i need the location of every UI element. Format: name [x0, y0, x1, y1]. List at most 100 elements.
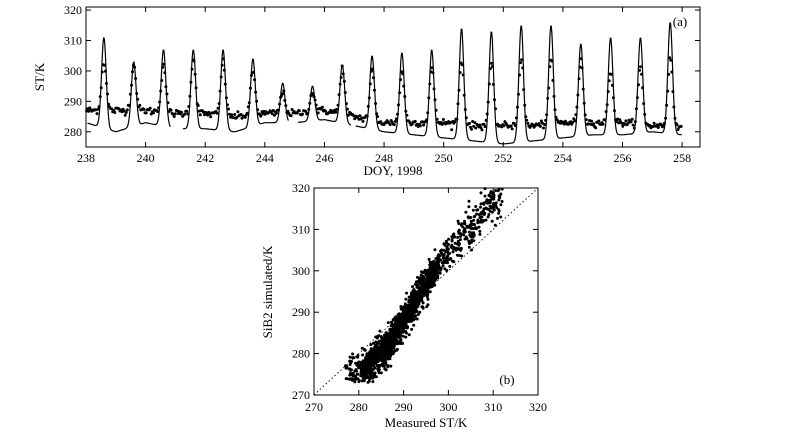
panel-b-y-tick-label: 310: [292, 222, 310, 236]
panel-a-measured-point: [524, 115, 528, 119]
panel-a-measured-point: [221, 57, 225, 61]
panel-a-simulated-line: [87, 22, 682, 145]
panel-a-measured-point: [224, 96, 228, 100]
panel-b-point: [467, 230, 471, 234]
panel-b-point: [345, 366, 349, 370]
panel-a-measured-point: [343, 91, 347, 94]
panel-a-measured-point: [192, 59, 196, 63]
panel-a-measured-point: [652, 121, 656, 125]
panel-a-measured-point: [672, 105, 676, 109]
panel-b-point: [348, 373, 352, 377]
panel-b-point: [480, 220, 484, 224]
panel-b-point: [484, 218, 488, 222]
panel-a-measured-point: [252, 70, 255, 74]
panel-b-point: [372, 374, 376, 378]
panel-a-measured-point: [461, 73, 465, 77]
panel-a-measured-point: [98, 95, 102, 99]
panel-b-point: [412, 323, 416, 327]
panel-b-x-tick-label: 290: [395, 400, 413, 414]
panel-b-point: [418, 280, 422, 284]
panel-a-measured-point: [435, 117, 439, 121]
panel-a-measured-point: [663, 121, 666, 125]
panel-a-measured-point: [312, 95, 316, 99]
panel-a-measured-point: [248, 86, 252, 90]
panel-b-point: [378, 342, 382, 346]
panel-b-point: [401, 334, 405, 338]
panel-b-point: [447, 237, 451, 241]
panel-b-point: [445, 255, 449, 259]
panel-a-measured-point: [632, 126, 636, 130]
panel-a-measured-point: [254, 90, 258, 94]
panel-a-measured-point: [366, 104, 370, 108]
panel-b-x-tick-label: 300: [439, 400, 457, 414]
panel-b-point: [349, 368, 353, 372]
panel-a-measured-point: [398, 91, 402, 95]
panel-a-measured-point: [604, 110, 608, 114]
panel-a-measured-point: [576, 93, 580, 97]
panel-b-point: [361, 366, 365, 370]
panel-b-point: [421, 306, 425, 310]
panel-a-measured-point: [189, 80, 193, 84]
panel-a-measured-point: [462, 93, 466, 97]
panel-a-measured-point: [676, 128, 680, 131]
panel-a-y-axis-label: ST/K: [32, 62, 47, 91]
panel-a-measured-point: [668, 56, 672, 60]
panel-a-measured-point: [607, 79, 611, 83]
panel-b-y-tick-label: 300: [292, 264, 310, 278]
panel-a-measured-point: [164, 85, 168, 89]
panel-a-measured-point: [342, 79, 346, 83]
panel-b-point: [483, 194, 487, 198]
panel-b-point: [457, 254, 461, 257]
panel-a-measured-point: [314, 103, 318, 107]
panel-a-measured-point: [554, 115, 558, 119]
panel-b-point: [378, 329, 382, 333]
panel-a-measured-point: [397, 103, 400, 107]
panel-a-measured-point: [272, 113, 276, 117]
panel-b-point: [487, 213, 491, 216]
panel-b-point: [369, 370, 373, 373]
panel-a-measured-point: [180, 110, 183, 114]
panel-a-measured-point: [162, 62, 166, 66]
panel-b-point: [360, 363, 364, 367]
panel-b-point: [490, 210, 494, 214]
panel-b-point: [377, 368, 381, 372]
panel-a-measured-point: [161, 65, 165, 69]
panel-a-measured-point: [361, 119, 365, 123]
panel-b-point: [391, 334, 395, 338]
panel-b-point: [404, 335, 408, 339]
panel-b-point: [483, 187, 487, 191]
panel-a-measured-point: [638, 68, 641, 72]
panel-a-measured-point: [574, 113, 578, 117]
panel-b-label: (b): [499, 372, 514, 387]
panel-b-point: [390, 320, 393, 324]
panel-b-point: [372, 348, 376, 352]
panel-a-measured-point: [418, 124, 422, 128]
panel-a-measured-point: [581, 87, 585, 91]
panel-a-x-tick-label: 248: [375, 151, 393, 165]
panel-a-series: [85, 22, 683, 145]
panel-b-point: [438, 254, 442, 258]
panel-b-point: [496, 189, 500, 193]
panel-b-point: [369, 374, 373, 378]
panel-a-measured-point: [422, 123, 426, 127]
panel-b-point: [410, 300, 414, 304]
panel-b-point: [385, 333, 389, 336]
panel-b-point: [478, 232, 482, 236]
panel-b-point: [377, 363, 381, 367]
panel-a-measured-point: [548, 65, 552, 69]
panel-a-measured-point: [463, 108, 467, 111]
panel-b-point: [360, 370, 364, 374]
panel-a-measured-point: [222, 68, 226, 72]
panel-a-measured-point: [575, 105, 579, 109]
panel-b-point: [499, 215, 503, 219]
panel-b-point: [432, 270, 436, 274]
panel-a-x-ticks: 238 240 242 244 246 248 250 252 254 256 258: [77, 7, 691, 165]
panel-a-measured-point: [613, 109, 616, 113]
panel-b-point: [395, 326, 398, 330]
panel-a-measured-point: [277, 108, 280, 112]
panel-a-measured-point: [664, 116, 668, 120]
panel-a-measured-point: [335, 107, 339, 111]
panel-b-point: [494, 203, 498, 207]
panel-b-point: [388, 342, 392, 346]
panel-b-point: [436, 260, 440, 263]
